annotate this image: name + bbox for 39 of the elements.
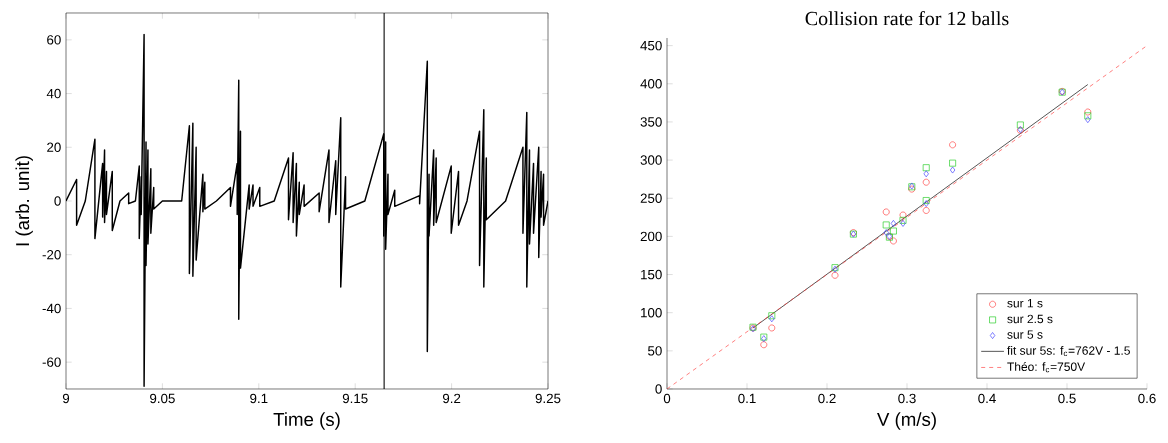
x-tick-label: 0.2 <box>818 393 836 404</box>
y-tick-label: 0 <box>54 196 61 206</box>
y-tick-label: 40 <box>46 88 61 99</box>
x-tick-label: 9 <box>62 393 70 404</box>
y-tick-label: 20 <box>47 142 61 152</box>
y-tick-label: -60 <box>42 357 61 367</box>
y-tick-label: 450 <box>640 40 662 51</box>
x-axis-title: V (m/s) <box>877 412 936 430</box>
x-tick-label: 9.1 <box>250 393 268 404</box>
y-tick-label: 0 <box>655 384 662 394</box>
y-axis-title: I (arb. unit) <box>15 156 33 246</box>
legend-label: fit sur 5s: f$_{c}$=762V - 1.5 <box>1007 346 1130 357</box>
x-axis-title: Time (s) <box>273 412 340 430</box>
y-tick-label: 100 <box>641 307 662 318</box>
y-tick-label: 400 <box>640 79 662 89</box>
y-tick-label: 50 <box>648 346 662 356</box>
y-tick-label: 200 <box>640 231 662 242</box>
y-tick-label: 350 <box>640 117 662 127</box>
legend-label: sur 1 s <box>1007 299 1043 308</box>
x-tick-label: 0.6 <box>1138 393 1156 404</box>
x-tick-label: 9.25 <box>535 393 561 404</box>
x-tick-label: 0.3 <box>898 393 916 404</box>
x-tick-label: 0 <box>663 393 671 404</box>
x-tick-label: 9.05 <box>150 393 175 404</box>
y-tick-label: -20 <box>42 250 61 260</box>
legend-label: sur 2.5 s <box>1007 314 1053 324</box>
legend-label: Théo: f$_{c}$=750V <box>1007 362 1086 373</box>
x-tick-label: 9.2 <box>442 393 461 404</box>
x-tick-label: 0.5 <box>1058 393 1076 404</box>
x-tick-label: 0.4 <box>978 393 996 404</box>
chart-title: Collision rate for 12 balls <box>805 11 1009 26</box>
y-tick-label: 150 <box>641 269 662 280</box>
x-tick-label: 9.15 <box>342 393 368 404</box>
legend-label: sur 5 s <box>1007 330 1043 339</box>
y-tick-label: 60 <box>47 35 61 45</box>
x-tick-label: 0.1 <box>738 393 756 404</box>
y-tick-label: 300 <box>640 155 662 165</box>
y-tick-label: -40 <box>42 303 61 314</box>
y-tick-label: 250 <box>640 193 662 203</box>
